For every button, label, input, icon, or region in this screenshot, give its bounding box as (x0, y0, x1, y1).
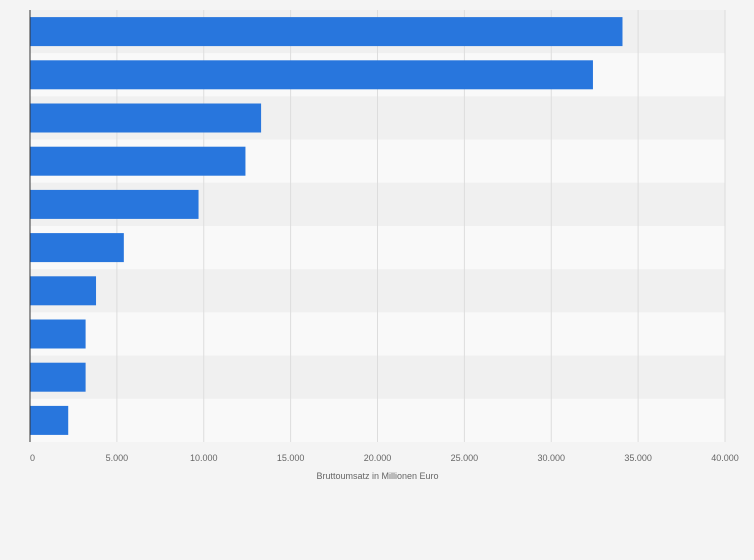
bar (30, 362, 86, 392)
bar (30, 405, 69, 435)
bar (30, 17, 623, 47)
x-tick-label: 20.000 (364, 453, 392, 463)
bars (30, 17, 623, 435)
bar (30, 146, 246, 176)
bar (30, 60, 593, 90)
x-tick-label: 5.000 (106, 453, 129, 463)
bar (30, 233, 124, 263)
x-tick-label: 10.000 (190, 453, 218, 463)
x-axis-title: Bruttoumsatz in Millionen Euro (316, 471, 438, 481)
bar (30, 189, 199, 219)
x-tick-label: 25.000 (451, 453, 479, 463)
x-tick-labels: 0 5.000 10.000 15.000 20.000 25.000 30.000 35.0… (30, 453, 739, 463)
x-tick-label: 30.000 (537, 453, 565, 463)
x-tick-label: 15.000 (277, 453, 305, 463)
bar (30, 103, 262, 133)
x-tick-label: 0 (30, 453, 35, 463)
x-tick-label: 40.000 (711, 453, 739, 463)
bar (30, 319, 86, 349)
bar (30, 276, 97, 306)
x-tick-label: 35.000 (624, 453, 652, 463)
